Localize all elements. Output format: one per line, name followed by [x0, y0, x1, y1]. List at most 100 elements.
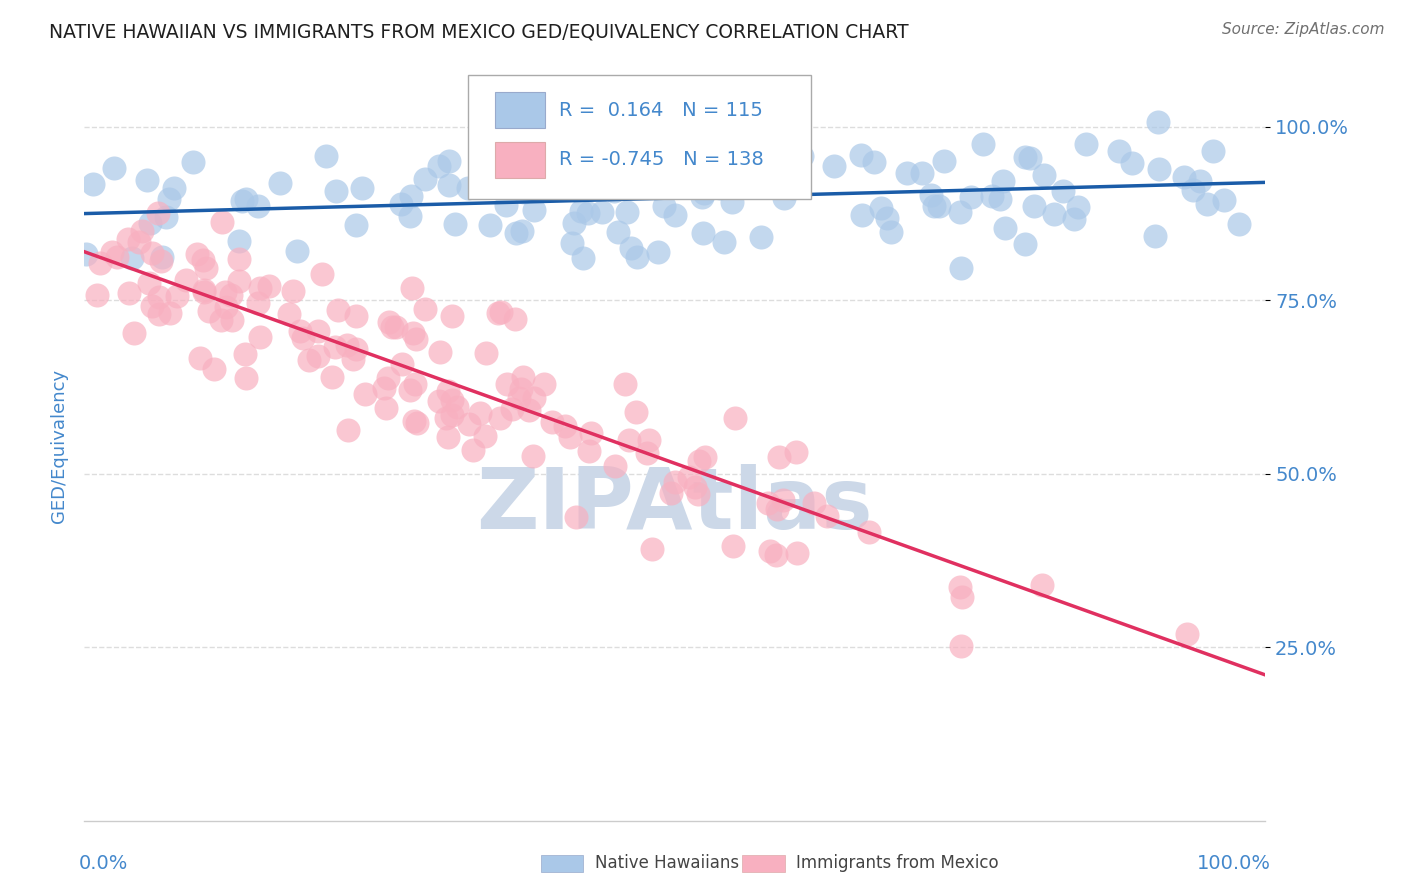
Point: [523, 392, 546, 406]
Point: [470, 406, 492, 420]
Point: [441, 408, 464, 422]
Point: [1014, 237, 1036, 252]
Point: [724, 411, 747, 425]
Point: [444, 217, 467, 231]
Point: [1052, 184, 1074, 198]
Point: [949, 639, 972, 653]
Point: [659, 486, 682, 500]
Point: [298, 352, 321, 367]
Point: [148, 307, 170, 321]
Text: R = -0.745   N = 138: R = -0.745 N = 138: [560, 150, 763, 169]
Point: [479, 218, 502, 232]
Point: [709, 180, 731, 194]
Point: [786, 546, 808, 560]
Point: [1143, 228, 1166, 243]
Text: 100.0%: 100.0%: [1198, 855, 1271, 873]
Point: [287, 244, 309, 258]
Point: [664, 475, 686, 490]
Point: [344, 342, 367, 356]
Point: [523, 203, 546, 218]
Point: [249, 281, 271, 295]
Point: [686, 487, 709, 501]
Point: [1173, 170, 1195, 185]
Point: [138, 276, 160, 290]
Point: [512, 370, 534, 384]
Point: [344, 219, 367, 233]
Point: [150, 250, 173, 264]
Point: [399, 189, 422, 203]
Point: [569, 204, 592, 219]
Point: [495, 197, 517, 211]
Point: [474, 428, 496, 442]
Point: [652, 199, 675, 213]
Point: [616, 205, 638, 219]
Point: [880, 226, 903, 240]
Point: [336, 338, 359, 352]
Point: [195, 260, 218, 275]
Point: [1108, 145, 1130, 159]
Point: [721, 539, 744, 553]
Point: [640, 542, 662, 557]
Point: [959, 190, 981, 204]
Point: [150, 254, 173, 268]
Point: [578, 141, 600, 155]
Point: [247, 296, 270, 310]
Point: [311, 267, 333, 281]
Point: [325, 184, 347, 198]
Point: [374, 401, 396, 415]
Point: [949, 204, 972, 219]
Point: [405, 332, 427, 346]
Point: [141, 245, 163, 260]
Point: [934, 154, 956, 169]
Point: [457, 417, 479, 432]
Point: [510, 224, 533, 238]
Point: [489, 305, 512, 319]
Point: [772, 492, 794, 507]
Point: [209, 313, 232, 327]
Point: [1043, 206, 1066, 220]
Point: [475, 346, 498, 360]
Bar: [495, 142, 546, 178]
Point: [402, 414, 425, 428]
Point: [228, 252, 250, 266]
Point: [399, 209, 422, 223]
Point: [247, 199, 270, 213]
Point: [441, 393, 464, 408]
Point: [1229, 217, 1251, 231]
Point: [510, 383, 533, 397]
Point: [579, 426, 602, 441]
Point: [121, 251, 143, 265]
Point: [105, 250, 128, 264]
Point: [1182, 184, 1205, 198]
Point: [193, 283, 215, 297]
Point: [849, 148, 872, 162]
Point: [434, 410, 457, 425]
Point: [89, 256, 111, 270]
Point: [436, 384, 458, 398]
Point: [413, 301, 436, 316]
Point: [344, 310, 367, 324]
Point: [1022, 199, 1045, 213]
Point: [636, 138, 658, 153]
Point: [86, 287, 108, 301]
Point: [117, 232, 139, 246]
Point: [928, 199, 950, 213]
Point: [949, 261, 972, 276]
Point: [139, 216, 162, 230]
Point: [377, 370, 399, 384]
Point: [870, 201, 893, 215]
Point: [1033, 169, 1056, 183]
Point: [1195, 197, 1218, 211]
Point: [1067, 200, 1090, 214]
Point: [564, 217, 586, 231]
Point: [1031, 578, 1053, 592]
Point: [782, 159, 804, 173]
Point: [128, 235, 150, 250]
Point: [564, 142, 586, 156]
Point: [972, 136, 994, 151]
Text: 0.0%: 0.0%: [79, 855, 128, 873]
Point: [235, 192, 257, 206]
Point: [508, 391, 530, 405]
Point: [1213, 193, 1236, 207]
Point: [489, 410, 512, 425]
